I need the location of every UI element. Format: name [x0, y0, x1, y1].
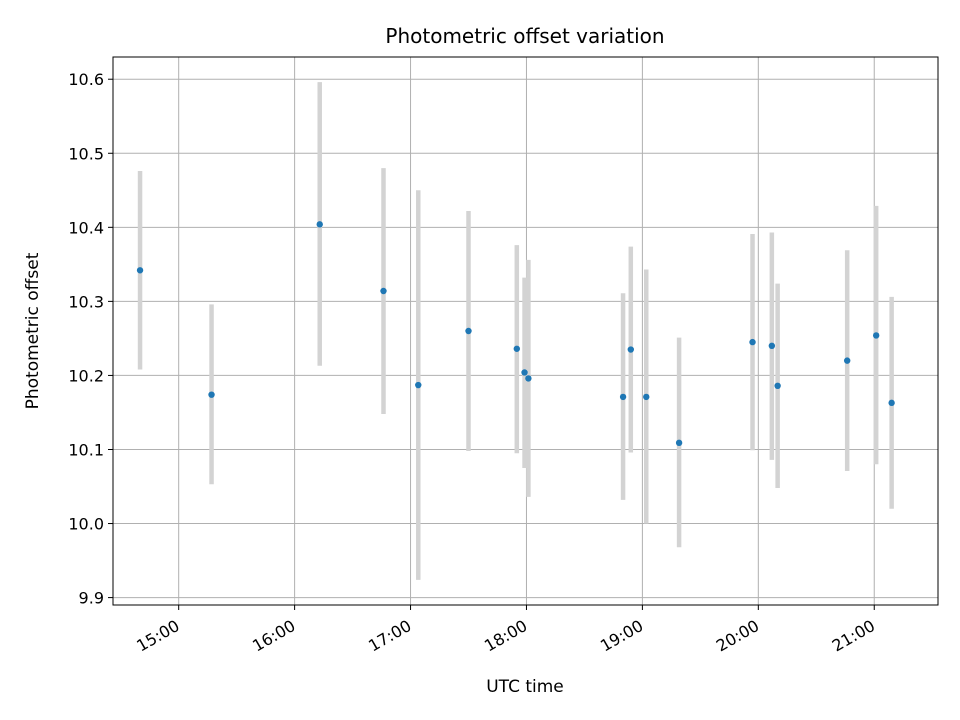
- data-point: [415, 381, 422, 389]
- data-point: [316, 221, 323, 228]
- data-point: [843, 357, 851, 364]
- data-point: [513, 345, 521, 352]
- y-tick-label: 10.2: [68, 366, 104, 385]
- data-point: [380, 287, 387, 295]
- y-tick-label: 10.6: [68, 70, 104, 89]
- data-point: [872, 332, 880, 339]
- data-point: [888, 399, 895, 407]
- data-point: [675, 439, 683, 447]
- data-point: [521, 369, 528, 376]
- y-tick-label: 10.1: [68, 440, 104, 459]
- data-points: [136, 221, 895, 447]
- y-tick-label: 10.4: [68, 218, 104, 237]
- x-axis-label: UTC time: [486, 677, 564, 697]
- data-point: [768, 342, 776, 350]
- y-tick-label: 10.0: [68, 515, 104, 534]
- grid: [113, 57, 938, 605]
- data-point: [749, 338, 756, 346]
- plot-frame: [112, 56, 939, 606]
- data-point: [627, 346, 634, 353]
- y-axis: 9.9 10.0 10.1 10.2 10.3 10.4 10.5 10.6: [68, 70, 113, 608]
- data-point: [525, 375, 532, 382]
- data-point: [619, 393, 627, 401]
- y-tick-label: 9.9: [79, 589, 104, 608]
- y-axis-label: Photometric offset: [23, 252, 43, 409]
- data-point: [136, 267, 144, 274]
- data-point: [774, 382, 781, 389]
- data-point: [208, 391, 215, 398]
- data-point: [465, 327, 472, 335]
- chart-title: Photometric offset variation: [385, 24, 664, 48]
- y-tick-label: 10.3: [68, 292, 104, 311]
- y-tick-label: 10.5: [68, 144, 104, 163]
- data-point: [643, 393, 650, 401]
